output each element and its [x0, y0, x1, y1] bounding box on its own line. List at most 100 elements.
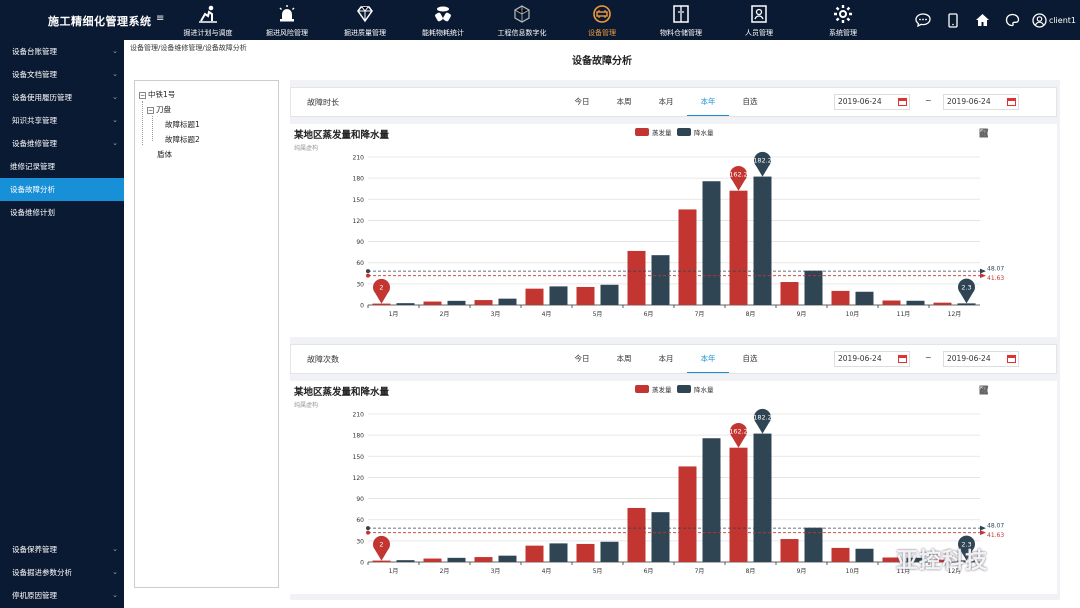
bar-precipitation[interactable]: [855, 548, 874, 562]
bar-precipitation[interactable]: [498, 298, 517, 305]
bar-precipitation[interactable]: [906, 557, 925, 562]
bar-evaporation[interactable]: [678, 466, 697, 562]
end-date-input[interactable]: 2019-06-24: [943, 94, 1019, 110]
home-icon[interactable]: [968, 0, 998, 40]
bar-evaporation[interactable]: [780, 539, 799, 562]
period-tab[interactable]: 本月: [658, 354, 674, 363]
calendar-icon[interactable]: [1007, 98, 1016, 106]
bar-precipitation[interactable]: [600, 284, 619, 305]
collapse-icon[interactable]: −: [147, 106, 154, 114]
sidebar-item[interactable]: 设备故障分析: [0, 178, 124, 201]
restore-icon[interactable]: [980, 385, 1035, 397]
bar-precipitation[interactable]: [906, 300, 925, 305]
bar-precipitation[interactable]: [396, 303, 415, 305]
bar-evaporation[interactable]: [474, 557, 493, 562]
nav-item[interactable]: 物料仓储管理: [642, 0, 720, 40]
download-icon[interactable]: [980, 385, 1049, 397]
bar-evaporation[interactable]: [576, 286, 595, 305]
message-icon[interactable]: [908, 0, 938, 40]
nav-item[interactable]: 人员管理: [720, 0, 798, 40]
bar-evaporation[interactable]: [372, 560, 391, 562]
bar-evaporation[interactable]: [882, 557, 901, 562]
sidebar-item[interactable]: 设备保养管理 ⌄: [0, 538, 124, 561]
sidebar-item[interactable]: 设备维修管理 ⌄: [0, 132, 124, 155]
sidebar-item[interactable]: 停机原因管理 ⌄: [0, 584, 124, 607]
bar-evaporation[interactable]: [627, 507, 646, 562]
bar-precipitation[interactable]: [651, 512, 670, 562]
nav-item[interactable]: 掘进质量管理: [326, 0, 404, 40]
nav-item[interactable]: 掘进风险管理: [248, 0, 326, 40]
bar-precipitation[interactable]: [396, 560, 415, 562]
bar-evaporation[interactable]: [423, 301, 442, 305]
legend-item[interactable]: 蒸发量: [635, 128, 672, 137]
bar-precipitation[interactable]: [957, 303, 976, 305]
sidebar-item[interactable]: 知识共享管理 ⌄: [0, 109, 124, 132]
bar-precipitation[interactable]: [702, 438, 721, 562]
bar-evaporation[interactable]: [831, 547, 850, 562]
bar-evaporation[interactable]: [780, 282, 799, 305]
period-tab[interactable]: 今日: [574, 97, 590, 106]
bar-precipitation[interactable]: [600, 541, 619, 562]
period-tab[interactable]: 自选: [742, 354, 758, 363]
calendar-icon[interactable]: [1007, 355, 1016, 363]
skin-icon[interactable]: [998, 0, 1028, 40]
bar-evaporation[interactable]: [525, 545, 544, 562]
bar-evaporation[interactable]: [882, 300, 901, 305]
tree-node-child[interactable]: − 刀盘: [139, 102, 274, 117]
bar-precipitation[interactable]: [753, 176, 772, 305]
sidebar-item[interactable]: 设备掘进参数分析 ⌄: [0, 561, 124, 584]
nav-item[interactable]: 掘进计划与调度: [168, 0, 248, 40]
nav-item[interactable]: 设备管理: [562, 0, 642, 40]
tree-leaf[interactable]: 故障标题1: [139, 117, 274, 132]
bar-precipitation[interactable]: [804, 270, 823, 305]
sidebar-item[interactable]: 维修记录管理: [0, 155, 124, 178]
period-tab[interactable]: 本周: [616, 97, 632, 106]
bar-evaporation[interactable]: [372, 303, 391, 305]
legend-item[interactable]: 降水量: [677, 385, 714, 394]
bar-evaporation[interactable]: [729, 447, 748, 562]
legend-item[interactable]: 降水量: [677, 128, 714, 137]
bar-evaporation[interactable]: [576, 543, 595, 562]
bar-evaporation[interactable]: [729, 190, 748, 305]
nav-item[interactable]: 工程信息数字化: [482, 0, 562, 40]
bar-precipitation[interactable]: [957, 560, 976, 562]
sidebar-item[interactable]: 设备维修计划: [0, 201, 124, 224]
period-tab[interactable]: 今日: [574, 354, 590, 363]
bar-evaporation[interactable]: [831, 290, 850, 305]
legend-item[interactable]: 蒸发量: [635, 385, 672, 394]
bar-precipitation[interactable]: [702, 181, 721, 305]
user-menu[interactable]: client1: [1032, 12, 1076, 28]
bar-precipitation[interactable]: [651, 255, 670, 305]
bar-evaporation[interactable]: [933, 302, 952, 305]
bar-precipitation[interactable]: [549, 543, 568, 562]
period-tab[interactable]: 本年: [687, 345, 729, 373]
bar-precipitation[interactable]: [498, 555, 517, 562]
bar-precipitation[interactable]: [753, 433, 772, 562]
bar-evaporation[interactable]: [474, 300, 493, 305]
start-date-input[interactable]: 2019-06-24: [834, 94, 910, 110]
period-tab[interactable]: 本月: [658, 97, 674, 106]
calendar-icon[interactable]: [898, 355, 907, 363]
tree-node-root[interactable]: − 中铁1号: [139, 87, 274, 102]
bar-evaporation[interactable]: [525, 288, 544, 305]
sidebar-item[interactable]: 设备使用履历管理 ⌄: [0, 86, 124, 109]
bar-precipitation[interactable]: [447, 557, 466, 562]
restore-icon[interactable]: [980, 128, 1035, 140]
end-date-input[interactable]: 2019-06-24: [943, 351, 1019, 367]
bar-precipitation[interactable]: [855, 291, 874, 305]
nav-item[interactable]: 系统管理: [798, 0, 888, 40]
bar-evaporation[interactable]: [627, 250, 646, 305]
bar-evaporation[interactable]: [423, 558, 442, 562]
bar-precipitation[interactable]: [549, 286, 568, 305]
tree-node-sibling[interactable]: 盾体: [139, 147, 274, 162]
download-icon[interactable]: [980, 128, 1049, 140]
line-chart-icon[interactable]: [979, 128, 1007, 140]
menu-toggle-icon[interactable]: ≡: [156, 13, 165, 24]
bar-evaporation[interactable]: [933, 559, 952, 562]
collapse-icon[interactable]: −: [139, 91, 146, 99]
period-tab[interactable]: 自选: [742, 97, 758, 106]
bar-evaporation[interactable]: [678, 209, 697, 305]
bar-precipitation[interactable]: [447, 300, 466, 305]
start-date-input[interactable]: 2019-06-24: [834, 351, 910, 367]
sidebar-item[interactable]: 设备文档管理 ⌄: [0, 63, 124, 86]
